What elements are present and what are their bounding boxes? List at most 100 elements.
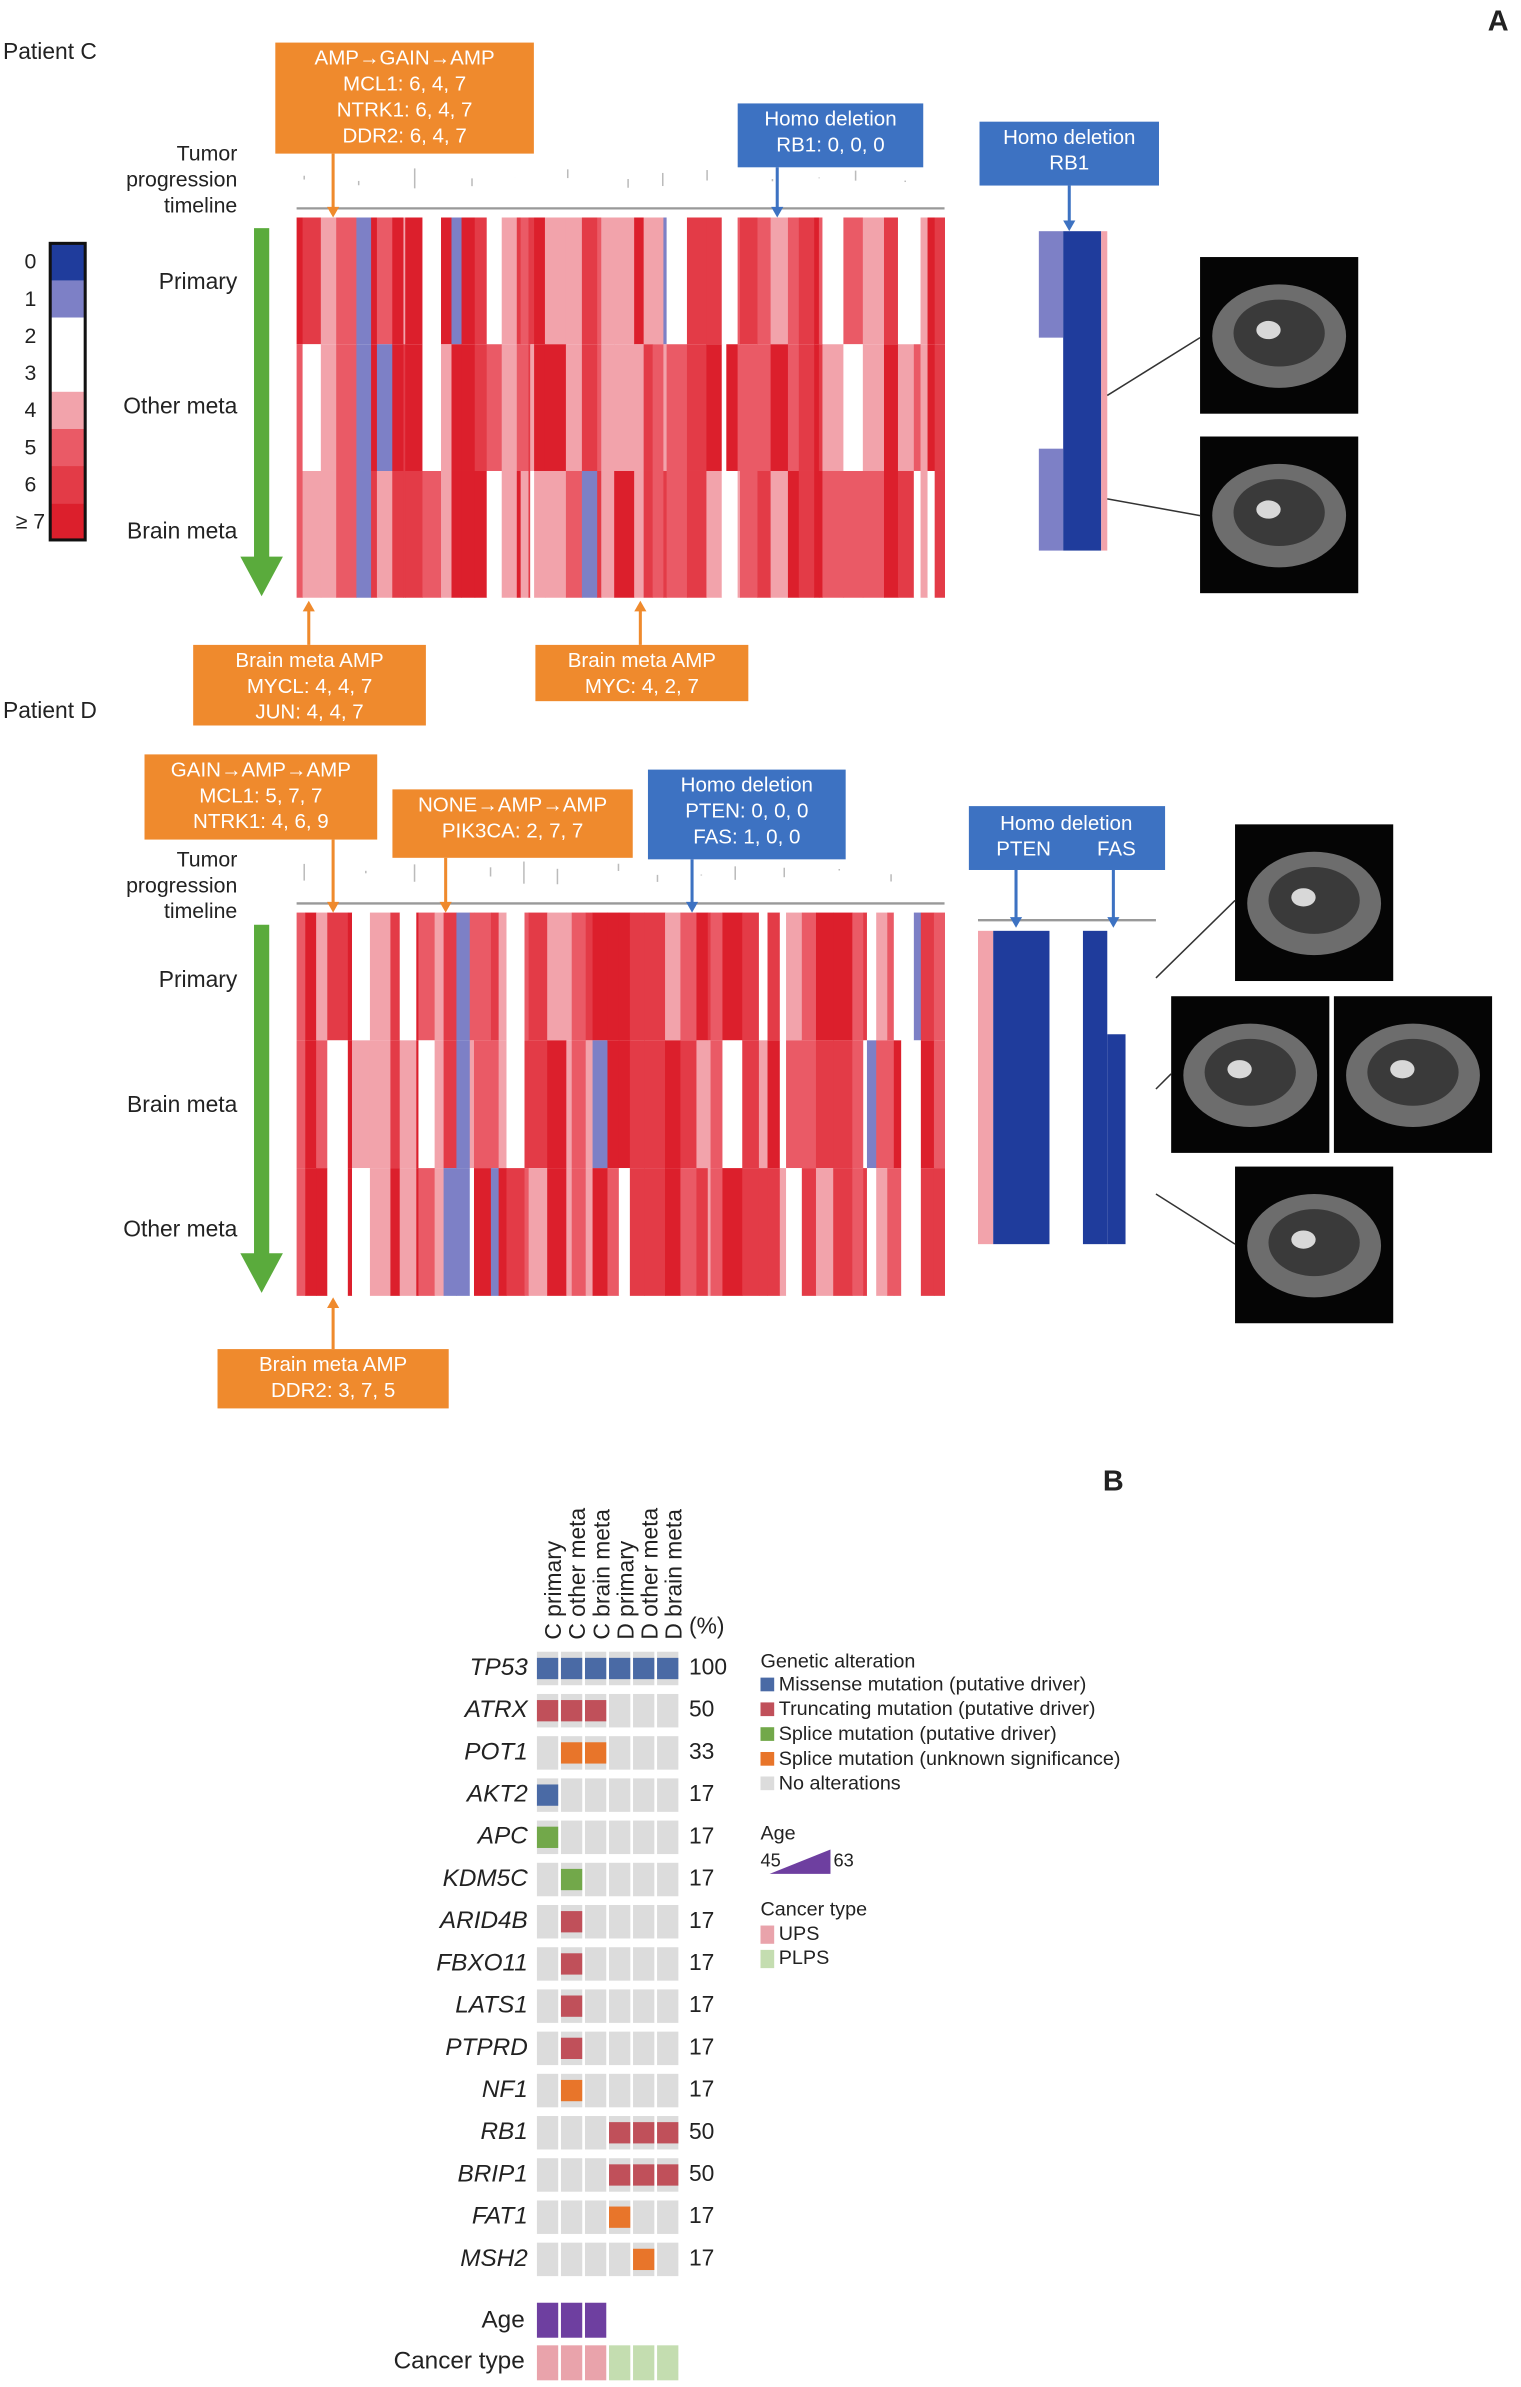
heatmap-cell xyxy=(833,1168,853,1296)
heatmap-cell xyxy=(779,912,787,1041)
heatmap-cell xyxy=(581,217,598,345)
heatmap-cell xyxy=(927,217,936,345)
oncoprint-bg xyxy=(584,2242,607,2277)
callout-text: MCL1: 6, 4, 7 xyxy=(343,73,466,96)
heatmap-cell xyxy=(451,344,462,471)
detail-strip xyxy=(1038,231,1064,338)
heatmap-cell xyxy=(739,344,758,471)
callout-text: MCL1: 5, 7, 7 xyxy=(199,784,322,807)
gene-label: LATS1 xyxy=(455,1992,528,2019)
scale-cell xyxy=(50,317,86,355)
heatmap-cell xyxy=(814,217,820,345)
oncoprint-cell xyxy=(633,2122,655,2144)
callout-box xyxy=(535,644,749,702)
arrow-head xyxy=(1009,917,1023,928)
heatmap-cell xyxy=(815,1040,834,1169)
heatmap-cell xyxy=(474,470,488,598)
heatmap-cell xyxy=(863,1040,868,1169)
callout-text: JUN: 4, 4, 7 xyxy=(255,701,363,724)
age-min: 45 xyxy=(760,1849,780,1870)
arrow-head xyxy=(327,206,340,218)
age-ramp xyxy=(769,1849,831,1874)
gene-label: APC xyxy=(476,1823,528,1850)
heatmap-cell xyxy=(469,1168,475,1296)
heatmap-cell xyxy=(680,1168,697,1296)
heatmap-cell xyxy=(296,470,304,598)
heatmap-cell xyxy=(544,217,567,345)
callout-text: PTEN: 0, 0, 0 xyxy=(685,800,808,823)
heatmap-cell xyxy=(721,470,727,598)
heatmap-cell xyxy=(592,912,608,1041)
heatmap-cell xyxy=(422,470,442,598)
heatmap-cell xyxy=(585,912,594,1041)
heatmap-cell xyxy=(443,912,457,1041)
heatmap-cell xyxy=(528,1168,548,1296)
arrow-head xyxy=(634,600,647,612)
heatmap-cell xyxy=(351,1040,371,1169)
oncoprint-bg xyxy=(633,1736,655,1770)
heatmap-cell xyxy=(585,1168,594,1296)
callout-text: RB1: 0, 0, 0 xyxy=(776,133,884,156)
heatmap-cell xyxy=(779,1040,787,1169)
callout-box xyxy=(647,769,846,860)
callout-box xyxy=(979,121,1159,186)
heatmap-cell xyxy=(316,1040,328,1169)
heatmap-cell xyxy=(933,912,945,1041)
heatmap-cell xyxy=(913,344,921,471)
heatmap-cell xyxy=(920,912,935,1041)
heatmap-cell xyxy=(392,470,404,598)
heatmap-cell xyxy=(742,912,760,1041)
heatmap-cell xyxy=(933,1168,945,1296)
gene-label: AKT2 xyxy=(465,1781,528,1808)
percent-label: 50 xyxy=(689,2118,714,2144)
heatmap-cell xyxy=(547,1168,567,1296)
oncoprint-bg xyxy=(584,1862,607,1897)
heatmap-cell xyxy=(883,470,899,598)
heatmap-cell xyxy=(369,1168,391,1296)
scan-detail xyxy=(1256,320,1281,340)
heatmap-cell xyxy=(786,1040,803,1169)
heatmap-cell xyxy=(327,1168,349,1296)
heatmap-cell xyxy=(403,217,406,345)
heatmap-cell xyxy=(501,344,518,471)
heatmap-cell xyxy=(876,1040,888,1169)
oncoprint-bg xyxy=(536,1736,559,1770)
oncoprint-cell xyxy=(584,1742,607,1764)
heatmap-cell xyxy=(461,344,476,471)
oncoprint-bg xyxy=(536,1947,559,1981)
heatmap-cell xyxy=(592,1040,608,1169)
oncoprint-bg xyxy=(560,2200,583,2234)
heatmap-cell xyxy=(336,217,357,345)
heatmap-cell xyxy=(534,344,546,471)
heatmap-cell xyxy=(686,344,707,471)
callout-box xyxy=(275,42,534,154)
heatmap-cell xyxy=(913,912,922,1041)
heatmap-cell xyxy=(390,1040,401,1169)
heatmap-cell xyxy=(726,470,739,598)
heatmap-cell xyxy=(524,1040,530,1169)
legend-swatch xyxy=(760,1727,775,1741)
heatmap-cell xyxy=(758,912,768,1041)
heatmap-cell xyxy=(441,217,452,345)
heatmap-cell xyxy=(665,1040,681,1169)
oncoprint-cell xyxy=(633,2164,655,2186)
row-label: Cancer type xyxy=(394,2347,525,2374)
heatmap-cell xyxy=(618,1168,631,1296)
heatmap-cell xyxy=(644,912,666,1041)
oncoprint-bg xyxy=(657,1693,679,1728)
oncoprint-bg xyxy=(584,1820,607,1855)
oncoprint-bg xyxy=(633,1820,655,1855)
scan-detail xyxy=(1291,888,1316,907)
heatmap-cell xyxy=(767,1168,781,1296)
heatmap-cell xyxy=(822,344,844,471)
gene-label: KDM5C xyxy=(443,1865,529,1892)
scale-cell xyxy=(50,280,86,318)
detail-strip xyxy=(1101,231,1108,551)
heatmap-cell xyxy=(544,470,567,598)
heatmap-cell xyxy=(486,470,503,598)
heatmap-cell xyxy=(336,344,357,471)
heatmap-cell xyxy=(305,1168,317,1296)
heatmap-cell xyxy=(887,912,895,1041)
gene-label: ARID4B xyxy=(438,1907,528,1934)
heatmap-cell xyxy=(498,1040,507,1169)
